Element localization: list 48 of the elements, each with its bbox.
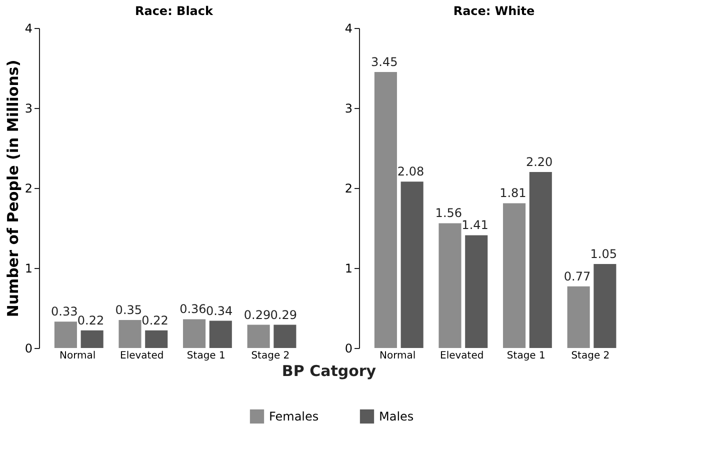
x-tick-label: Normal <box>379 350 416 362</box>
bar <box>529 172 552 348</box>
data-label: 1.05 <box>590 247 617 261</box>
data-label: 0.22 <box>77 313 104 328</box>
data-label: 1.41 <box>462 218 488 232</box>
data-label: 0.22 <box>142 313 168 328</box>
data-label: 2.20 <box>526 155 553 169</box>
legend-label: Males <box>379 409 414 424</box>
y-axis-title: Number of People (in Millions) <box>4 60 22 318</box>
y-tick-label: 3 <box>344 102 352 116</box>
x-tick-label: Stage 2 <box>251 350 290 362</box>
x-tick-label: Normal <box>59 350 96 362</box>
data-label: 0.35 <box>115 303 142 317</box>
bar <box>374 72 397 348</box>
bar <box>594 264 616 348</box>
y-tick-label: 3 <box>24 102 32 116</box>
x-tick-label: Stage 1 <box>506 350 546 362</box>
y-tick-label: 0 <box>24 342 32 356</box>
x-tick-label: Elevated <box>440 350 484 362</box>
data-label: 2.08 <box>397 164 424 179</box>
data-label: 1.56 <box>435 206 462 220</box>
chart-title: Race: Black <box>134 4 214 18</box>
chart-title: Race: White <box>453 4 535 18</box>
data-label: 0.36 <box>180 302 206 316</box>
x-tick-label: Elevated <box>120 350 164 362</box>
y-tick-label: 4 <box>24 22 32 36</box>
x-tick-label: Stage 1 <box>186 350 226 362</box>
data-label: 1.81 <box>500 186 526 200</box>
y-tick-label: 1 <box>24 262 32 276</box>
data-label: 0.33 <box>51 304 78 319</box>
bar <box>400 182 424 348</box>
bar <box>465 235 488 348</box>
data-label: 3.45 <box>371 55 398 69</box>
bar <box>438 223 462 348</box>
y-tick-label: 0 <box>344 342 352 356</box>
x-axis-title: BP Catgory <box>282 362 376 380</box>
data-label: 0.34 <box>206 304 233 318</box>
data-label: 0.77 <box>564 269 591 284</box>
legend-label: Females <box>269 409 319 424</box>
y-tick-label: 4 <box>344 22 352 36</box>
y-tick-label: 1 <box>344 262 352 276</box>
bar <box>503 203 526 348</box>
y-tick-label: 2 <box>344 182 352 196</box>
data-label: 0.29 <box>270 308 297 322</box>
y-tick-label: 2 <box>24 182 32 196</box>
bar <box>567 286 590 348</box>
data-label: 0.29 <box>244 308 271 322</box>
x-tick-label: Stage 2 <box>571 350 610 362</box>
